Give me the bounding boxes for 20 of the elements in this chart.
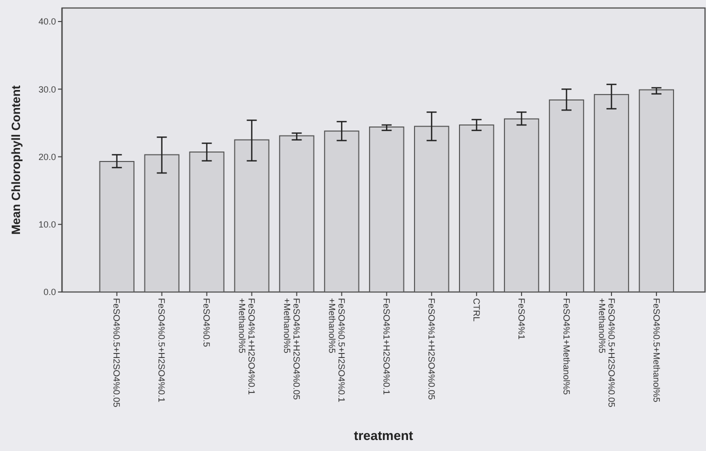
- x-tick-label: FeSO4%0.5: [202, 298, 212, 348]
- x-axis-title: treatment: [354, 428, 414, 443]
- x-tick-label: FeSO4%1+H2SO4%0.05: [426, 298, 436, 400]
- y-tick-label: 30.0: [38, 84, 56, 94]
- x-tick-label: FeSO4%0.5+H2SO4%0.05 +Methanol%5: [596, 298, 616, 408]
- x-tick-label: FeSO4%0.5+H2SO4%0.1 +Methanol%5: [327, 298, 347, 402]
- x-tick-label: FeSO4%1+H2SO4%0.1 +Methanol%5: [237, 298, 257, 395]
- x-tick-label: FeSO4%1+H2SO4%0.1: [382, 298, 392, 395]
- y-tick-label: 40.0: [38, 16, 56, 27]
- x-tick-label: FeSO4%0.5+Methanol%5: [651, 298, 662, 402]
- y-axis-title: Mean Chlorophyll Content: [9, 85, 23, 235]
- x-tick-label: CTRL: [471, 298, 482, 322]
- x-tick-label: FeSO4%0.5+H2SO4%0.1: [156, 298, 167, 402]
- x-tick-label: FeSO4%1: [516, 298, 526, 340]
- x-tick-label: FeSO4%0.5+H2SO4%0.05: [112, 298, 122, 408]
- y-tick-label: 20.0: [38, 152, 56, 162]
- x-tick-label: FeSO4%1+H2SO4%0.05 +Methanol%5: [282, 298, 302, 400]
- x-tick-label: FeSO4%1+Methanol%5: [561, 298, 572, 395]
- y-tick-label: 10.0: [38, 220, 56, 230]
- y-tick-label: 0.0: [43, 287, 56, 298]
